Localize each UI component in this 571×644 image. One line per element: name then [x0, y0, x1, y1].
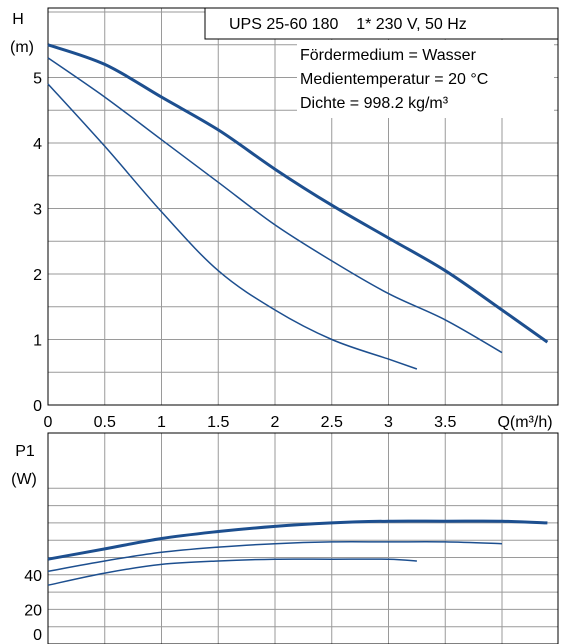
- pump-title: UPS 25-60 180 1* 230 V, 50 Hz: [229, 16, 467, 33]
- y-tick-label: 20: [24, 602, 42, 619]
- power-curve-panel: 0 20 40 P1 (W): [11, 432, 559, 644]
- head-curve-speed-1: [47, 83, 418, 370]
- y-tick-label: 2: [33, 267, 42, 284]
- y-tick-label: 0: [33, 627, 42, 644]
- x-tick-label: 0: [44, 414, 53, 431]
- head-curve-speed-3: [47, 43, 549, 344]
- x-tick-label: 1: [157, 414, 166, 431]
- y-tick-label: 40: [24, 568, 42, 585]
- head-x-ticks: 0 0.5 1 1.5 2 2.5 3 3.5: [44, 414, 457, 431]
- x-tick-label: 1.5: [207, 414, 229, 431]
- medium-info-box: [297, 40, 554, 118]
- y-tick-label: 4: [33, 136, 42, 153]
- x-tick-label: 0.5: [94, 414, 116, 431]
- power-y-ticks: 0 20 40: [24, 568, 42, 644]
- medium-annotation: Fördermedium = Wasser: [300, 47, 477, 64]
- power-curve-speed-1: [47, 558, 417, 586]
- power-axis-unit: (W): [11, 471, 37, 488]
- density-annotation: Dichte = 998.2 kg/m³: [300, 95, 449, 112]
- power-curves: [47, 519, 548, 586]
- power-plot-frame: [47, 432, 559, 644]
- power-grid: [48, 433, 558, 644]
- power-curve-speed-2: [47, 541, 503, 573]
- y-tick-label: 3: [33, 202, 42, 219]
- temperature-annotation: Medientemperatur = 20 °C: [300, 71, 488, 88]
- head-y-ticks: 0 1 2 3 4 5: [33, 71, 42, 416]
- x-tick-label: 2: [271, 414, 280, 431]
- head-curve-panel: 0 1 2 3 4 5 0 0.5 1 1.5 2 2.5 3 3.5 H (m) Q(m³/h) UP…: [10, 7, 559, 431]
- x-tick-label: 3.5: [434, 414, 456, 431]
- flow-axis-label: Q(m³/h): [497, 414, 552, 431]
- y-tick-label: 5: [33, 71, 42, 88]
- head-axis-label: H: [12, 11, 24, 28]
- power-axis-label: P1: [15, 443, 35, 460]
- x-tick-label: 3: [384, 414, 393, 431]
- x-tick-label: 2.5: [321, 414, 343, 431]
- y-tick-label: 1: [33, 333, 42, 350]
- head-axis-unit: (m): [10, 39, 34, 56]
- power-curve-speed-3: [47, 519, 548, 561]
- head-curve-speed-2: [47, 57, 503, 354]
- head-curves: [47, 43, 549, 370]
- pump-title-box: [204, 7, 559, 40]
- y-tick-label: 0: [33, 398, 42, 415]
